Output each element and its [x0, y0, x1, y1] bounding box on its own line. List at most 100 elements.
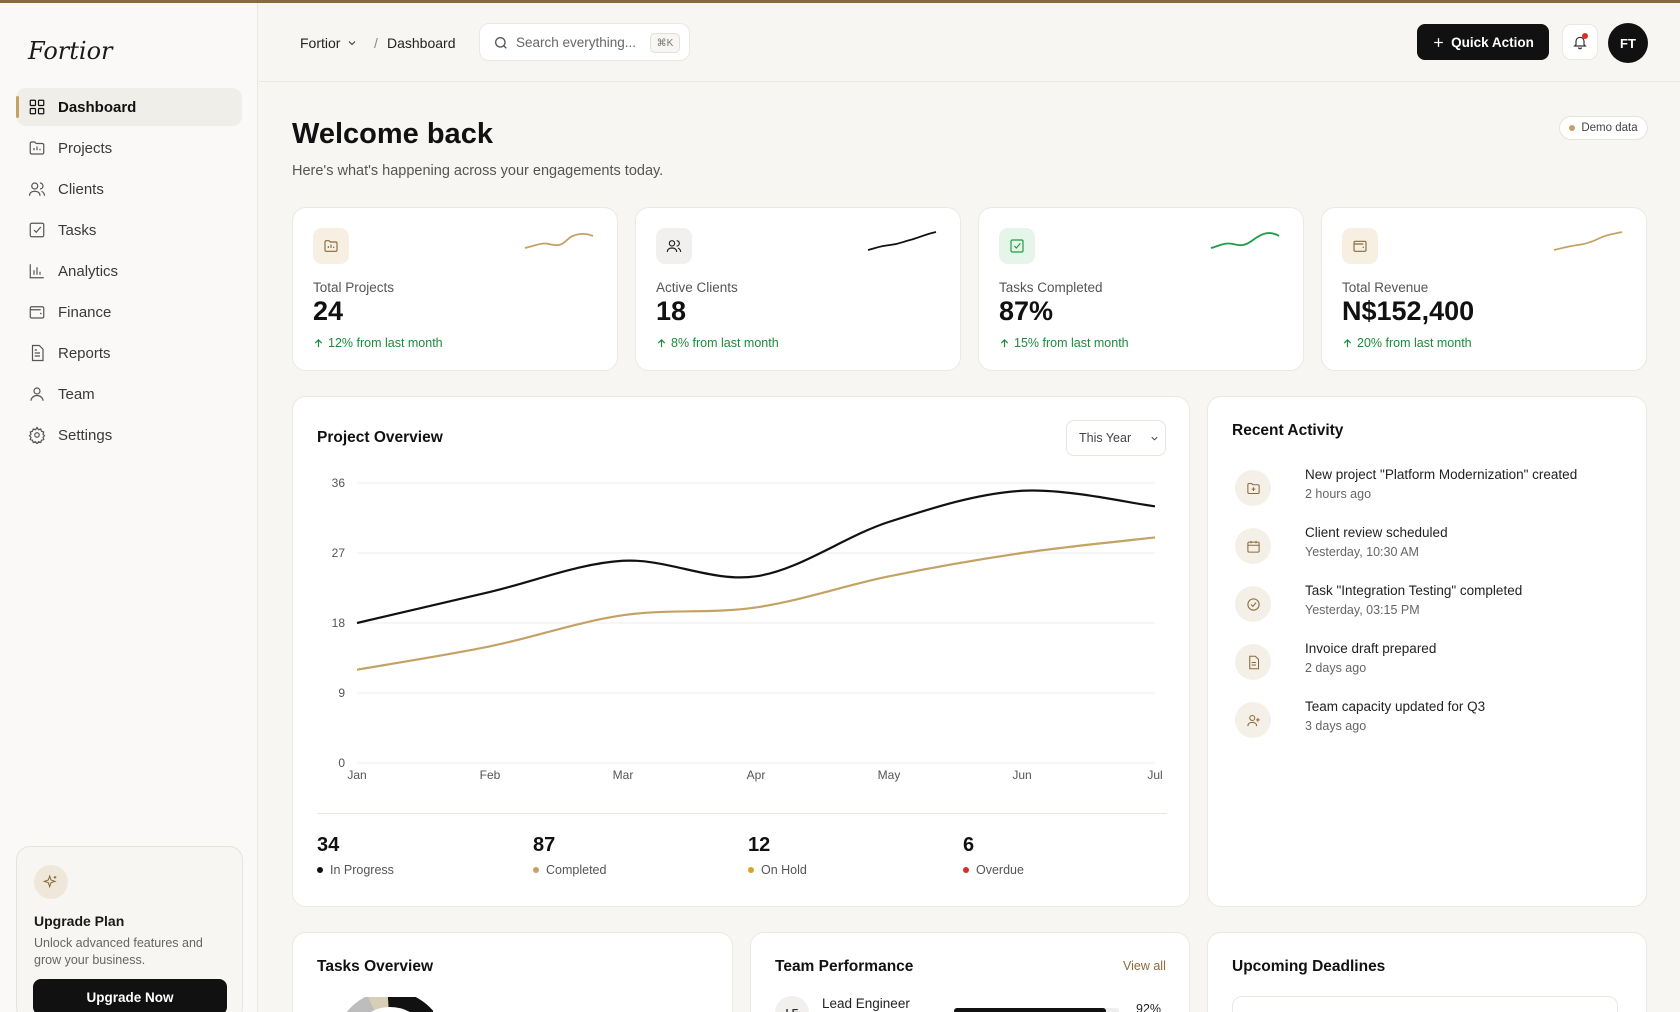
- activity-item[interactable]: Task "Integration Testing" completed Yes…: [1232, 583, 1612, 633]
- series-line: [356, 536, 1156, 671]
- upgrade-description: Unlock advanced features and grow your b…: [34, 936, 203, 967]
- avatar: LE: [775, 996, 809, 1012]
- demo-dot: [1569, 125, 1576, 131]
- upgrade-card: Upgrade Plan Unlock advanced features an…: [16, 846, 243, 1012]
- upcoming-deadlines-title: Upcoming Deadlines: [1232, 958, 1386, 975]
- period-value: This Year: [1079, 431, 1132, 445]
- activity-title: Invoice draft prepared: [1305, 641, 1437, 656]
- avatar-initials: LE: [786, 1008, 799, 1012]
- demo-data-badge: Demo data: [1559, 116, 1648, 140]
- sidebar-item-reports[interactable]: Reports: [16, 334, 242, 372]
- upcoming-deadlines-card: Upcoming Deadlines: [1207, 932, 1647, 1012]
- document-icon: [31, 344, 44, 362]
- folder-icon: [29, 141, 45, 155]
- y-tick-label: 18: [332, 616, 346, 630]
- avatar[interactable]: FT: [1608, 23, 1648, 63]
- notification-dot: [1582, 33, 1588, 39]
- sparkline: [1553, 231, 1623, 251]
- search-shortcut: ⌘K: [650, 33, 680, 53]
- org-switcher[interactable]: Fortior: [300, 35, 358, 51]
- upgrade-now-button[interactable]: Upgrade Now: [33, 979, 227, 1012]
- sidebar-item-tasks[interactable]: Tasks: [16, 211, 242, 249]
- tasks-overview-card: Tasks Overview: [292, 932, 733, 1012]
- check-circle-icon: [1235, 586, 1271, 622]
- view-all-link[interactable]: View all: [1123, 959, 1166, 973]
- stat-label: Tasks Completed: [999, 280, 1103, 295]
- sparkline: [867, 231, 937, 251]
- sidebar-item-dashboard[interactable]: Dashboard: [16, 88, 242, 126]
- summary-completed: 87 Completed: [533, 834, 606, 877]
- status-dot: [533, 867, 539, 873]
- user-plus-icon: [1235, 702, 1271, 738]
- arrow-up-icon: [1343, 338, 1352, 347]
- activity-time: Yesterday, 03:15 PM: [1305, 603, 1420, 617]
- summary-value: 6: [963, 834, 975, 856]
- activity-item[interactable]: Invoice draft prepared 2 days ago: [1232, 641, 1612, 691]
- performance-bar-track: [954, 1008, 1119, 1012]
- sidebar-nav: Dashboard Projects Clients Tasks Analyti…: [16, 88, 242, 457]
- summary-on-hold: 12 On Hold: [748, 834, 807, 877]
- app-logo[interactable]: Fortior: [28, 37, 113, 65]
- stat-value: 24: [313, 296, 344, 326]
- stat-card-tasks-completed[interactable]: Tasks Completed 87% 15% from last month: [978, 207, 1304, 371]
- summary-value: 87: [533, 834, 556, 856]
- stat-label: Total Projects: [313, 280, 395, 295]
- stat-label: Total Revenue: [1342, 280, 1429, 295]
- activity-item[interactable]: Client review scheduled Yesterday, 10:30…: [1232, 525, 1612, 575]
- page-title: Welcome back: [292, 118, 493, 150]
- sidebar-item-label: Reports: [58, 344, 111, 362]
- search-placeholder: Search everything...: [516, 35, 637, 50]
- sparkline: [1210, 232, 1280, 249]
- chevron-down-icon: [1151, 436, 1158, 441]
- deadline-item[interactable]: [1232, 996, 1618, 1012]
- activity-item[interactable]: New project "Platform Modernization" cre…: [1232, 467, 1612, 517]
- stat-change: 20% from last month: [1342, 336, 1472, 350]
- summary-value: 12: [748, 834, 771, 856]
- sidebar-item-label: Clients: [58, 180, 104, 198]
- calendar-icon: [1235, 528, 1271, 564]
- x-tick-label: Apr: [747, 768, 766, 782]
- stat-card-total-revenue[interactable]: Total Revenue N$152,400 20% from last mo…: [1321, 207, 1647, 371]
- team-performance-card: Team Performance View all LE Lead Engine…: [750, 932, 1190, 1012]
- quick-action-button[interactable]: Quick Action: [1417, 24, 1549, 60]
- sidebar-item-label: Settings: [58, 426, 113, 444]
- sidebar-item-label: Tasks: [58, 221, 97, 239]
- project-overview-chart: 0 9 18 27 36 Jan Feb Mar Apr May Jun Jul: [332, 476, 1163, 782]
- notifications-button[interactable]: [1562, 24, 1598, 60]
- stat-value: 18: [656, 296, 687, 326]
- stat-card-active-clients[interactable]: Active Clients 18 8% from last month: [635, 207, 961, 371]
- summary-value: 34: [317, 834, 340, 856]
- upgrade-title: Upgrade Plan: [34, 913, 125, 929]
- tasks-donut-chart: [347, 997, 433, 1012]
- series-line: [356, 489, 1156, 625]
- project-overview-card: Project Overview This Year 0 9 18 27 36 Jan Fe…: [292, 396, 1190, 907]
- team-performance-title: Team Performance: [775, 958, 914, 975]
- sidebar-item-clients[interactable]: Clients: [16, 170, 242, 208]
- activity-time: 3 days ago: [1305, 719, 1367, 733]
- stat-change-label: 8% from last month: [671, 336, 779, 350]
- sidebar-item-label: Team: [58, 385, 95, 403]
- stat-change: 8% from last month: [656, 336, 779, 350]
- activity-title: Client review scheduled: [1305, 525, 1448, 540]
- sidebar-item-analytics[interactable]: Analytics: [16, 252, 242, 290]
- period-select[interactable]: This Year: [1066, 420, 1166, 456]
- activity-item[interactable]: Team capacity updated for Q3 3 days ago: [1232, 699, 1612, 749]
- breadcrumb-separator: /: [374, 35, 378, 51]
- sidebar-item-team[interactable]: Team: [16, 375, 242, 413]
- sidebar-item-settings[interactable]: Settings: [16, 416, 242, 454]
- breadcrumb-current[interactable]: Dashboard: [387, 35, 456, 51]
- sidebar-item-label: Dashboard: [58, 98, 137, 116]
- sidebar-item-finance[interactable]: Finance: [16, 293, 242, 331]
- member-role: Lead Engineer: [822, 996, 910, 1011]
- demo-label: Demo data: [1581, 122, 1638, 134]
- y-tick-label: 0: [338, 756, 345, 770]
- users-icon: [28, 182, 46, 196]
- users-icon: [656, 228, 692, 264]
- search-input[interactable]: Search everything... ⌘K: [479, 23, 690, 61]
- stat-card-total-projects[interactable]: Total Projects 24 12% from last month: [292, 207, 618, 371]
- y-tick-label: 36: [332, 476, 346, 490]
- activity-title: Team capacity updated for Q3: [1305, 699, 1486, 714]
- plus-icon: [1434, 37, 1443, 47]
- sidebar-item-projects[interactable]: Projects: [16, 129, 242, 167]
- x-tick-label: Mar: [613, 768, 634, 782]
